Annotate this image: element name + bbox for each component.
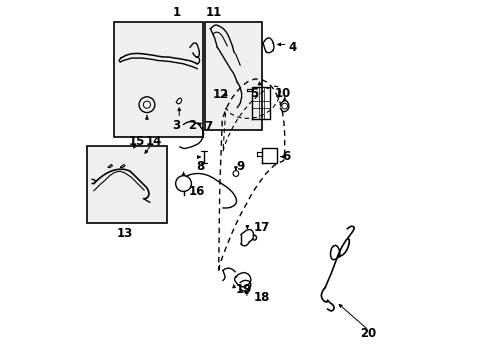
Text: 17: 17 [253, 221, 269, 234]
Text: 11: 11 [205, 6, 222, 19]
Bar [86, 146, 167, 223]
Text: 18: 18 [253, 291, 269, 304]
Text: 9: 9 [236, 160, 244, 173]
Text: 12: 12 [213, 88, 229, 101]
Text: 19: 19 [235, 283, 251, 296]
Bar [113, 22, 203, 137]
Text: 20: 20 [359, 327, 376, 340]
Text: 5: 5 [250, 87, 258, 100]
Text: 13: 13 [116, 226, 132, 239]
Text: 15: 15 [128, 135, 145, 148]
Text: 4: 4 [288, 41, 296, 54]
Bar [204, 22, 262, 130]
Text: 8: 8 [196, 160, 204, 173]
Text: 6: 6 [282, 150, 290, 163]
Text: 16: 16 [188, 185, 205, 198]
Text: 1: 1 [172, 6, 180, 19]
Text: 14: 14 [145, 135, 162, 148]
Text: 2: 2 [187, 119, 196, 132]
Text: 10: 10 [275, 87, 291, 100]
Text: 3: 3 [172, 119, 180, 132]
Text: 7: 7 [203, 121, 212, 134]
